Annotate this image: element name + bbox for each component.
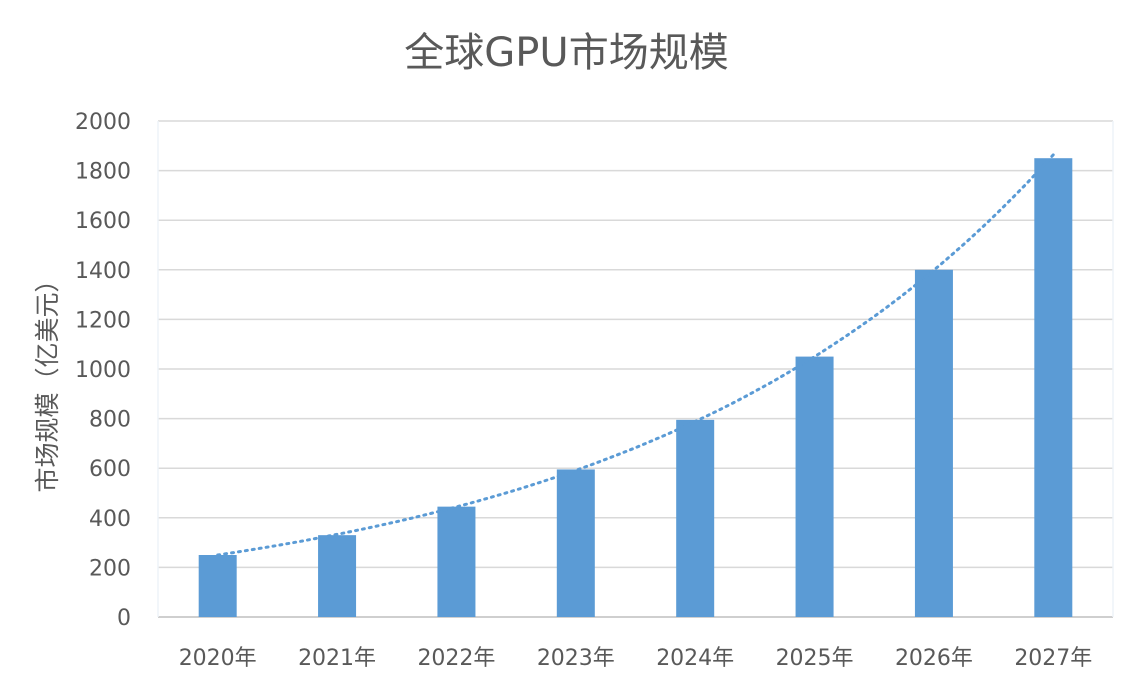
- y-tick-label: 1600: [75, 209, 131, 234]
- chart-title: 全球GPU市场规模: [404, 30, 729, 76]
- bar: [1034, 158, 1073, 617]
- y-tick-label: 600: [89, 457, 131, 482]
- gridlines: [157, 120, 1114, 618]
- y-tick-label: 400: [89, 507, 131, 532]
- bar: [198, 555, 237, 617]
- y-tick-label: 800: [89, 408, 131, 433]
- x-axis-ticks: 2020年 2021年 2022年 2023年 2024年 2025年 2026年 2027年: [179, 646, 1093, 671]
- bar: [676, 419, 715, 617]
- y-tick-label: 1200: [75, 308, 131, 333]
- x-tick-label: 2022年: [417, 646, 495, 671]
- y-tick-label: 1800: [75, 160, 131, 185]
- y-tick-label: 1000: [75, 358, 131, 383]
- x-tick-label: 2021年: [298, 646, 376, 671]
- trendline: [216, 153, 1055, 557]
- x-tick-label: 2027年: [1014, 646, 1092, 671]
- x-tick-label: 2026年: [895, 646, 973, 671]
- bar: [437, 506, 476, 617]
- y-tick-label: 200: [89, 556, 131, 581]
- y-tick-label: 0: [117, 606, 131, 631]
- x-tick-label: 2020年: [179, 646, 257, 671]
- x-tick-label: 2024年: [656, 646, 734, 671]
- x-tick-label: 2023年: [537, 646, 615, 671]
- bar: [318, 535, 357, 617]
- bars: [198, 158, 1073, 617]
- y-tick-label: 2000: [75, 110, 131, 135]
- x-tick-label: 2025年: [776, 646, 854, 671]
- bar: [556, 469, 595, 617]
- bar: [795, 356, 834, 617]
- bar: [914, 269, 953, 617]
- y-tick-label: 1400: [75, 259, 131, 284]
- y-axis-ticks: 0 200 400 600 800 1000 1200 1400 1600 1800 2000: [75, 110, 131, 631]
